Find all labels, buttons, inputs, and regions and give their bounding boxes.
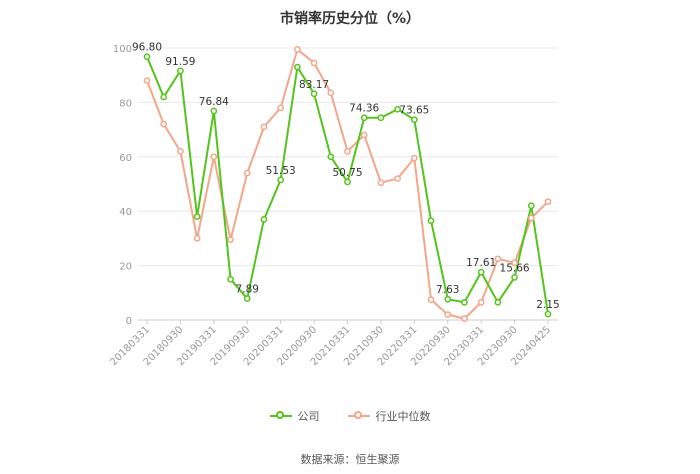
data-point-company [527, 202, 535, 210]
data-label: 7.63 [436, 284, 459, 296]
data-point-company [477, 268, 485, 276]
data-label: 83.17 [299, 79, 329, 91]
legend-item-industry[interactable]: 行业中位数 [347, 408, 431, 424]
y-tick-label: 20 [119, 262, 132, 273]
data-label: 7.89 [236, 284, 259, 296]
legend: 公司 行业中位数 [0, 408, 700, 424]
data-point-industry [394, 175, 401, 182]
data-point-company [260, 216, 268, 223]
data-label: 50.75 [332, 167, 362, 179]
data-point-industry [410, 154, 418, 162]
y-tick-label: 0 [126, 316, 132, 327]
y-tick-label: 80 [119, 98, 132, 109]
data-point-company [511, 274, 518, 281]
data-point-industry [294, 46, 301, 53]
data-point-company [461, 298, 468, 306]
data-label: 51.53 [266, 165, 296, 177]
data-point-industry [260, 123, 268, 131]
series-points [143, 46, 552, 322]
data-point-company [277, 176, 285, 184]
data-point-company [344, 178, 351, 186]
data-point-industry [360, 131, 368, 139]
data-point-industry [527, 214, 535, 222]
data-point-industry [277, 104, 285, 112]
data-point-industry [477, 298, 485, 306]
data-point-company [210, 107, 218, 115]
data-point-company [227, 275, 234, 283]
data-point-company [427, 217, 435, 225]
data-point-industry [427, 296, 435, 303]
chart-title: 市销率历史分位（%） [279, 11, 421, 27]
legend-swatch-industry [347, 410, 370, 422]
data-source: 数据来源：恒生聚源 [300, 453, 400, 466]
y-tick-label: 60 [119, 153, 132, 164]
data-point-industry [243, 169, 251, 177]
data-point-industry [494, 255, 502, 263]
data-label: 73.65 [399, 105, 429, 117]
data-point-company [494, 298, 502, 306]
data-point-industry [160, 120, 168, 128]
data-point-industry [377, 179, 385, 186]
data-point-industry [227, 236, 234, 244]
data-point-industry [143, 77, 151, 84]
legend-label-company: 公司 [297, 410, 320, 423]
data-point-industry [327, 89, 335, 97]
line-chart: 0204060801002018033120180930201903312019… [108, 42, 560, 368]
data-point-industry [310, 59, 318, 67]
data-label: 15.66 [500, 262, 530, 274]
data-label: 91.59 [165, 56, 195, 68]
data-label: 76.84 [199, 96, 229, 108]
data-point-company [377, 114, 385, 122]
data-point-company [544, 310, 552, 318]
data-point-company [160, 93, 168, 101]
grid-lines [138, 47, 558, 267]
data-label: 96.80 [132, 42, 162, 54]
data-label: 17.61 [466, 257, 496, 269]
data-point-industry [193, 235, 201, 242]
data-point-company [294, 63, 301, 71]
legend-item-company[interactable]: 公司 [269, 408, 320, 424]
data-point-industry [344, 148, 351, 155]
data-point-company [193, 213, 201, 220]
data-point-company [177, 67, 184, 75]
data-point-industry [210, 153, 218, 161]
y-tick-label: 40 [119, 207, 132, 218]
data-label: 74.36 [349, 103, 379, 115]
data-point-company [444, 295, 452, 303]
legend-swatch-company [269, 410, 292, 422]
data-point-company [143, 53, 151, 61]
data-point-company [360, 114, 368, 122]
data-point-company [394, 105, 401, 113]
data-point-industry [544, 198, 552, 206]
data-point-industry [461, 315, 468, 322]
data-point-industry [177, 148, 184, 155]
legend-label-industry: 行业中位数 [375, 410, 431, 423]
data-point-company [243, 295, 251, 302]
data-point-industry [444, 311, 452, 318]
data-point-company [327, 153, 335, 161]
data-point-industry [511, 259, 518, 267]
data-point-company [310, 90, 318, 98]
y-tick-label: 100 [113, 44, 132, 55]
data-label: 2.15 [536, 299, 559, 311]
data-point-company [410, 116, 418, 124]
